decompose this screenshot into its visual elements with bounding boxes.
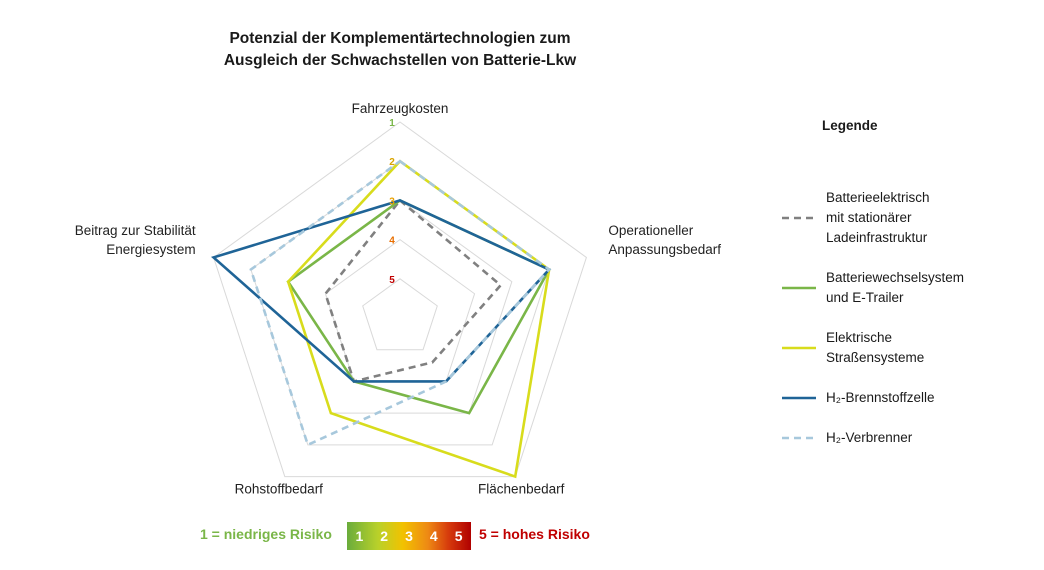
- legend-label: H₂-Verbrenner: [826, 428, 912, 448]
- legend-swatch: [782, 286, 816, 290]
- legend-label-line: H₂-Verbrenner: [826, 430, 913, 445]
- scale-number: 3: [405, 528, 413, 544]
- grid-ring: [362, 278, 438, 351]
- legend-item: H₂-Verbrenner: [780, 428, 1030, 448]
- axis-label: Energiesystem: [106, 242, 195, 257]
- legend-label-line: Elektrische: [826, 330, 893, 345]
- tick-label: 5: [389, 275, 395, 286]
- series-line: [286, 159, 551, 479]
- axis-label: Fahrzeugkosten: [352, 101, 449, 116]
- tick-label: 1: [389, 118, 395, 129]
- legend-swatch: [782, 396, 816, 400]
- legend-label-line: Batterieelektrisch: [826, 190, 930, 205]
- legend-swatch: [782, 216, 816, 220]
- legend-title: Legende: [822, 118, 878, 133]
- legend-swatch: [782, 436, 816, 440]
- legend-label: Elektrische Straßensysteme: [826, 328, 924, 368]
- radar-axis-labels: Fahrzeugkosten Operationeller Anpassungsbe…: [75, 101, 721, 497]
- scale-number: 1: [355, 528, 364, 544]
- legend-label-line: Ladeinfrastruktur: [826, 230, 928, 245]
- chart-title-line-1: Potenzial der Komplementärtechnologien z…: [229, 30, 571, 47]
- radar-ticks: 1 2 3 4 5: [389, 118, 395, 286]
- legend-label: Batteriewechselsystem und E-Trailer: [826, 268, 964, 308]
- legend-item: H₂-Brennstoffzelle: [780, 388, 1030, 408]
- legend-label-line: Batteriewechselsystem: [826, 270, 965, 285]
- scale-low-label: 1 = niedriges Risiko: [200, 526, 332, 542]
- legend-label: Batterieelektrisch mit stationärer Ladeinf…: [826, 188, 930, 248]
- axis-label: Beitrag zur Stabilität: [75, 223, 196, 238]
- tick-label: 3: [389, 196, 395, 207]
- tick-label: 2: [389, 157, 395, 168]
- axis-label: Anpassungsbedarf: [608, 242, 721, 257]
- legend-swatch: [782, 346, 816, 350]
- axis-label: Operationeller: [608, 223, 693, 238]
- axis-label: Flächenbedarf: [478, 482, 565, 497]
- scale-high-label: 5 = hohes Risiko: [479, 526, 590, 542]
- scale-gradient-bar: 1 2 3 4 5: [347, 522, 471, 550]
- legend-item: Batterieelektrisch mit stationärer Ladeinf…: [780, 188, 1030, 248]
- legend-item: Batteriewechselsystem und E-Trailer: [780, 268, 1030, 308]
- radar-grid: [213, 121, 587, 478]
- tick-label: 4: [389, 236, 395, 247]
- radar-series: [210, 159, 552, 479]
- legend-label-line: H₂-Brennstoffzelle: [826, 390, 935, 405]
- legend-label-line: mit stationärer: [826, 210, 912, 225]
- legend-item: Elektrische Straßensysteme: [780, 328, 1030, 368]
- chart-title-line-2: Ausgleich der Schwachstellen von Batteri…: [223, 52, 577, 69]
- scale-number: 5: [454, 528, 463, 544]
- series-line: [323, 198, 503, 383]
- scale-number: 2: [380, 528, 389, 544]
- axis-label: Rohstoffbedarf: [235, 482, 324, 497]
- series-line: [249, 159, 552, 447]
- chart-title: Potenzial der Komplementärtechnologien z…: [150, 28, 650, 72]
- grid-ring: [213, 121, 587, 478]
- legend-label: H₂-Brennstoffzelle: [826, 388, 935, 408]
- legend-label-line: Straßensysteme: [826, 350, 925, 365]
- legend: Legende Batterieelektrisch mit stationäre…: [780, 118, 1030, 445]
- legend-label-line: und E-Trailer: [826, 290, 904, 305]
- risk-scale: 1 = niedriges Risiko 1 2 3 4 5 5 = hohes…: [0, 522, 1044, 550]
- scale-number: 4: [429, 528, 438, 544]
- series-line: [210, 199, 552, 383]
